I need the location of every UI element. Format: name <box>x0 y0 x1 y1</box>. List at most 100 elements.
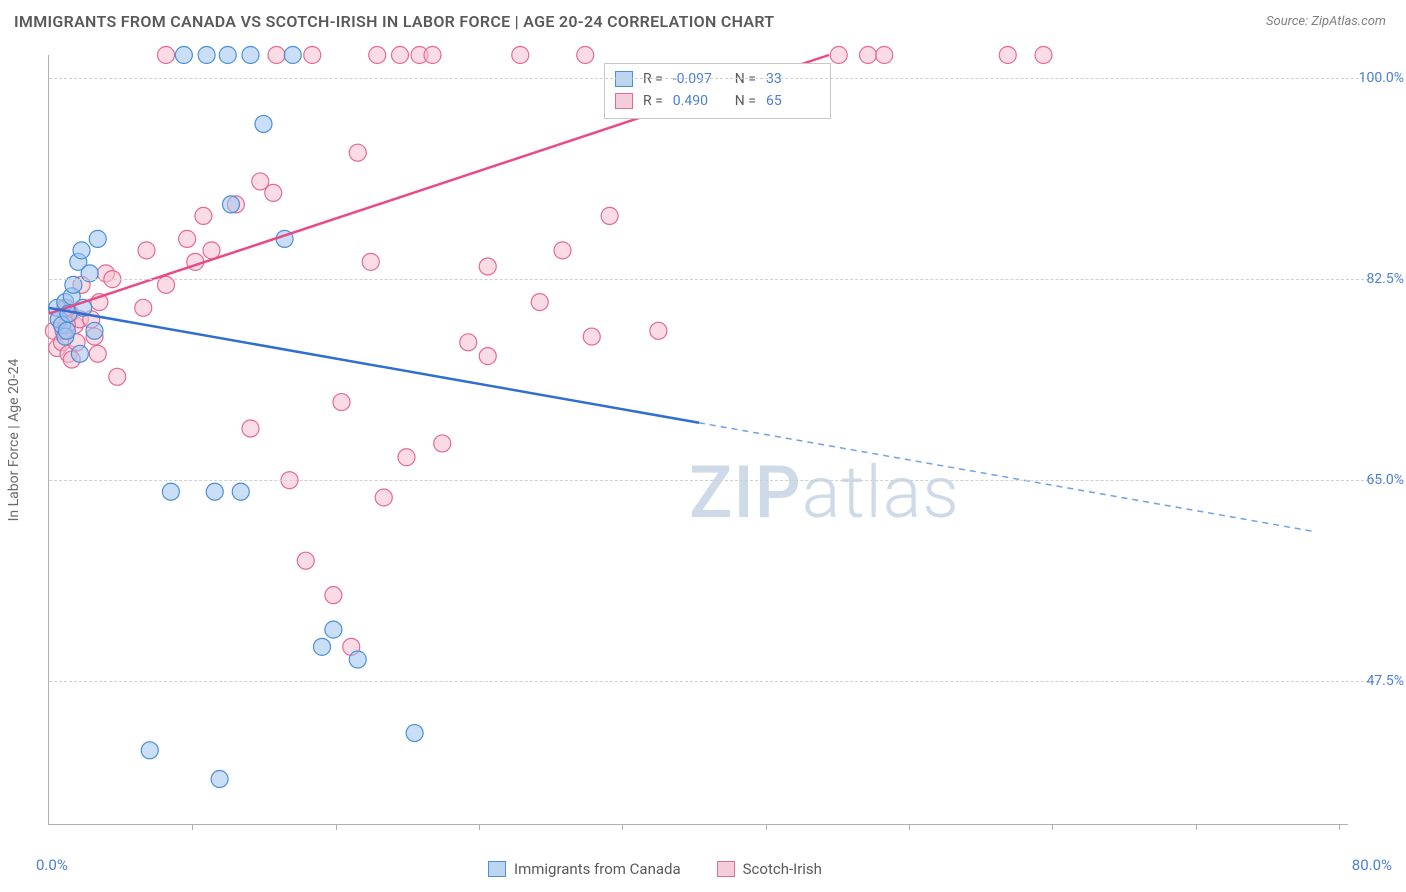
legend-label-2: Scotch-Irish <box>743 860 822 878</box>
data-point <box>860 47 877 64</box>
data-point <box>398 449 415 466</box>
data-point <box>89 230 106 247</box>
data-point <box>304 47 321 64</box>
data-point <box>583 328 600 345</box>
data-point <box>223 196 240 213</box>
legend-swatch-blue-icon <box>488 861 506 877</box>
legend-item-1: Immigrants from Canada <box>488 860 681 878</box>
x-tick <box>192 824 193 830</box>
x-tick <box>1339 824 1340 830</box>
data-point <box>577 47 594 64</box>
data-point <box>362 253 379 270</box>
x-tick <box>336 824 337 830</box>
data-point <box>206 483 223 500</box>
x-axis-min: 0.0% <box>36 856 68 874</box>
data-point <box>349 144 366 161</box>
y-tick-label: 47.5% <box>1366 673 1404 689</box>
swatch-blue-icon <box>615 71 633 87</box>
data-point <box>73 242 90 259</box>
r-value-1: -0.097 <box>673 71 725 87</box>
data-point <box>198 47 215 64</box>
regression-line <box>49 308 699 423</box>
chart-title: IMMIGRANTS FROM CANADA VS SCOTCH-IRISH I… <box>14 12 774 31</box>
data-point <box>406 725 423 742</box>
y-tick-label: 100.0% <box>1359 70 1404 86</box>
x-tick <box>909 824 910 830</box>
legend-item-2: Scotch-Irish <box>717 860 822 878</box>
data-point <box>86 322 103 339</box>
correlation-chart: IMMIGRANTS FROM CANADA VS SCOTCH-IRISH I… <box>0 0 1406 892</box>
legend: Immigrants from Canada Scotch-Irish <box>488 860 822 878</box>
data-point <box>284 47 301 64</box>
data-point <box>219 47 236 64</box>
legend-label-1: Immigrants from Canada <box>514 860 681 878</box>
data-point <box>999 47 1016 64</box>
data-point <box>135 299 152 316</box>
data-point <box>333 394 350 411</box>
data-point <box>369 47 386 64</box>
data-point <box>203 242 220 259</box>
data-point <box>314 638 331 655</box>
gridline <box>49 480 1379 481</box>
y-tick-label: 82.5% <box>1366 271 1404 287</box>
x-tick <box>622 824 623 830</box>
data-point <box>265 184 282 201</box>
data-point <box>601 207 618 224</box>
n-label-1: N = <box>735 71 756 87</box>
data-point <box>211 771 228 788</box>
data-point <box>325 587 342 604</box>
data-point <box>109 368 126 385</box>
x-tick <box>479 824 480 830</box>
data-point <box>268 47 285 64</box>
data-point <box>179 230 196 247</box>
data-point <box>162 483 179 500</box>
n-value-1: 33 <box>766 71 818 87</box>
data-point <box>255 115 272 132</box>
regression-line <box>699 423 1317 532</box>
data-point <box>349 651 366 668</box>
data-point <box>375 489 392 506</box>
stats-box: R = -0.097 N = 33 R = 0.490 N = 65 <box>604 63 831 119</box>
data-point <box>554 242 571 259</box>
data-point <box>297 552 314 569</box>
source-credit: Source: ZipAtlas.com <box>1266 14 1386 29</box>
data-point <box>195 207 212 224</box>
r-label-2: R = <box>643 93 663 109</box>
data-point <box>876 47 893 64</box>
data-point <box>232 483 249 500</box>
data-point <box>424 47 441 64</box>
data-point <box>512 47 529 64</box>
data-point <box>434 435 451 452</box>
plot-area: ZIPatlas R = -0.097 N = 33 R = 0.490 N =… <box>48 55 1348 825</box>
r-label-1: R = <box>643 71 663 87</box>
y-axis-title: In Labor Force | Age 20-24 <box>6 359 22 522</box>
data-point <box>1035 47 1052 64</box>
data-point <box>175 47 192 64</box>
data-point <box>479 258 496 275</box>
x-tick <box>766 824 767 830</box>
x-axis-max: 80.0% <box>1352 856 1392 874</box>
data-point <box>830 47 847 64</box>
n-label-2: N = <box>735 93 756 109</box>
legend-swatch-pink-icon <box>717 861 735 877</box>
data-point <box>71 345 88 362</box>
data-point <box>242 420 259 437</box>
data-point <box>158 47 175 64</box>
stats-row-2: R = 0.490 N = 65 <box>615 90 818 112</box>
n-value-2: 65 <box>766 93 818 109</box>
data-point <box>141 742 158 759</box>
data-point <box>242 47 259 64</box>
data-point <box>89 345 106 362</box>
data-point <box>58 322 75 339</box>
data-point <box>325 621 342 638</box>
data-point <box>392 47 409 64</box>
x-tick <box>1196 824 1197 830</box>
gridline <box>49 78 1379 79</box>
data-point <box>479 348 496 365</box>
x-tick <box>1052 824 1053 830</box>
scatter-svg <box>49 55 1348 824</box>
stats-row-1: R = -0.097 N = 33 <box>615 68 818 90</box>
data-point <box>460 334 477 351</box>
swatch-pink-icon <box>615 93 633 109</box>
r-value-2: 0.490 <box>673 93 725 109</box>
